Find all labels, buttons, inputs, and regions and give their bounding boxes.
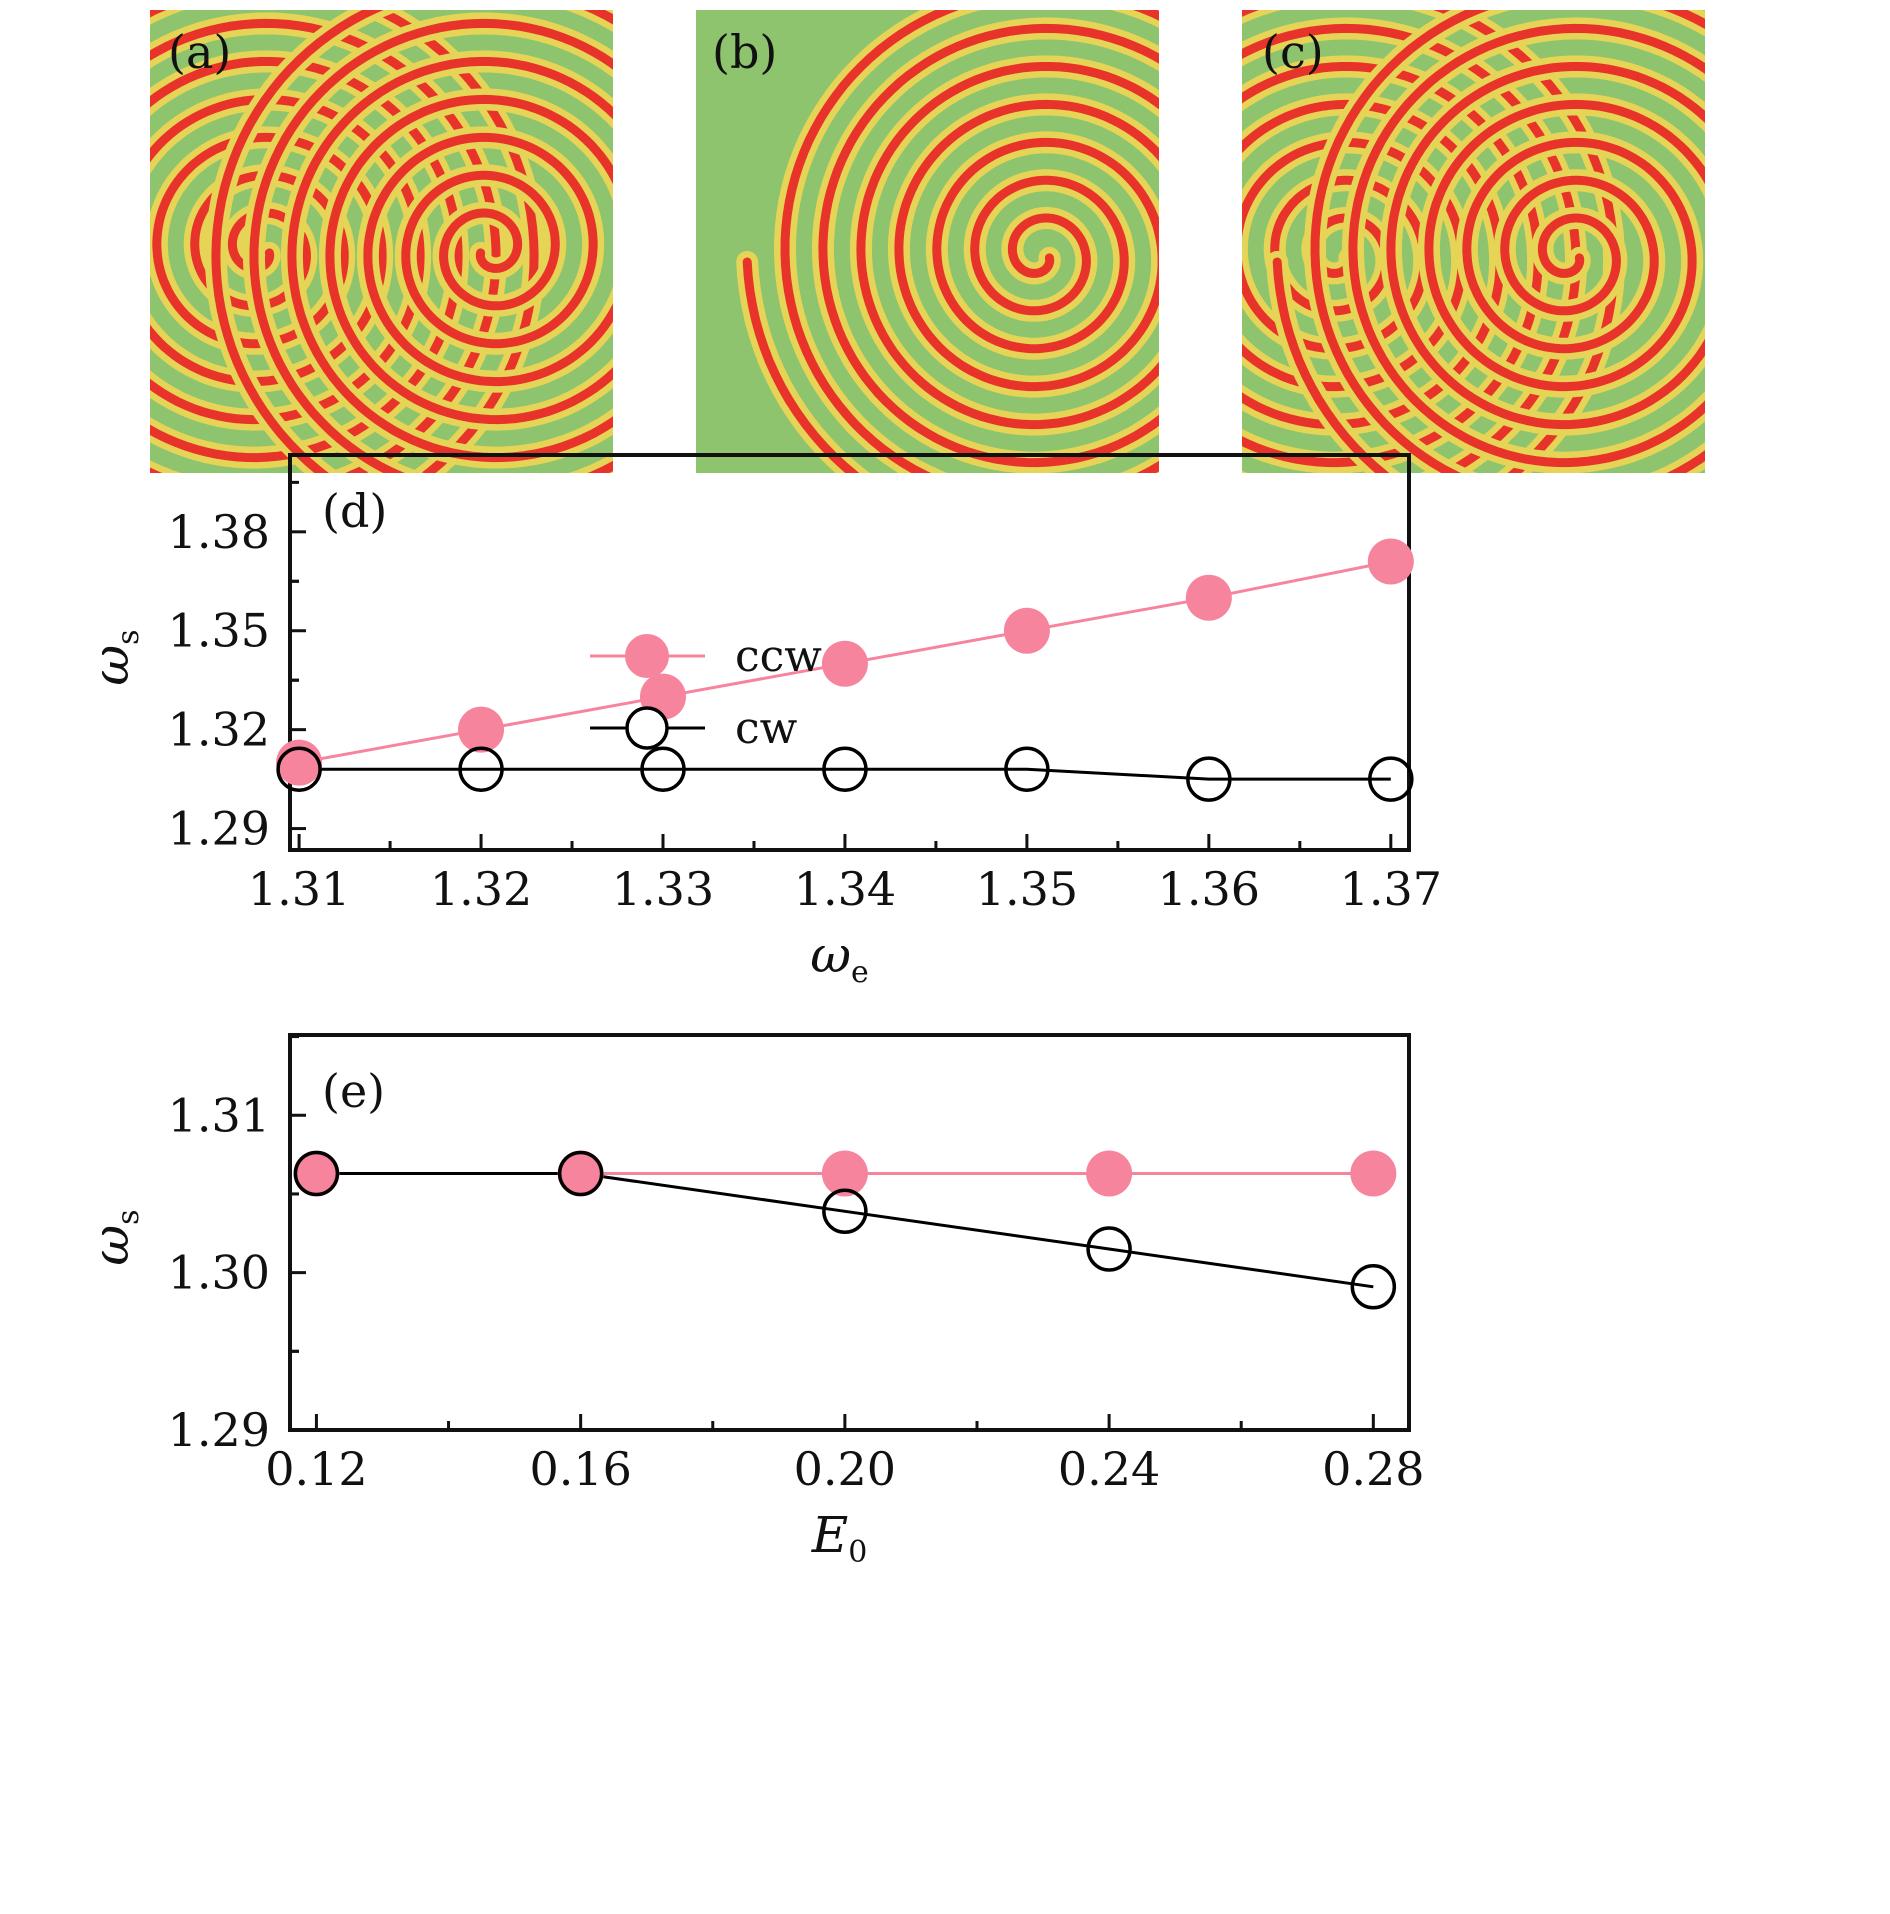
spiral-wave-1-0 bbox=[742, 10, 1159, 473]
panel-label: (e) bbox=[322, 1064, 385, 1118]
series-line-cw bbox=[316, 1172, 1374, 1289]
x-tick-label: 1.36 bbox=[1158, 862, 1260, 916]
point-cw bbox=[822, 746, 868, 792]
point-cw bbox=[293, 1150, 340, 1197]
x-tick-label: 1.37 bbox=[1340, 862, 1442, 916]
x-tick-label: 0.20 bbox=[794, 1442, 896, 1496]
x-tick-label: 0.16 bbox=[529, 1442, 631, 1496]
spiral-wave-0-1 bbox=[211, 10, 613, 473]
y-tick-label: 1.38 bbox=[168, 505, 270, 559]
point-cw bbox=[1186, 756, 1232, 802]
panel-label-c: (c) bbox=[1262, 25, 1324, 79]
x-tick-label: 1.33 bbox=[612, 862, 714, 916]
spiral-panel-c: (c) bbox=[1242, 10, 1705, 473]
y-axis-label-sub: s bbox=[111, 1209, 146, 1224]
panel-label: (d) bbox=[322, 484, 387, 538]
y-axis-label: ωs bbox=[82, 629, 146, 685]
y-axis-label-sub: s bbox=[111, 629, 146, 644]
x-tick-label: 0.12 bbox=[265, 1442, 367, 1496]
spiral-wave-2-1 bbox=[1272, 10, 1705, 473]
spiral-pattern-c bbox=[1242, 10, 1705, 473]
y-tick-label: 1.35 bbox=[168, 604, 270, 658]
point-ccw bbox=[458, 706, 505, 753]
spiral-pattern-b bbox=[736, 10, 1159, 473]
legend-marker-cw bbox=[625, 706, 669, 750]
x-axis-label-sub: 0 bbox=[848, 1535, 867, 1570]
point-cw bbox=[557, 1150, 604, 1197]
x-axis-label: ωe bbox=[810, 926, 869, 990]
spiral-panel-a: (a) bbox=[150, 10, 613, 473]
point-cw bbox=[822, 1188, 868, 1235]
x-tick-label: 1.31 bbox=[248, 862, 350, 916]
point-cw bbox=[640, 746, 686, 792]
spiral-panel-b: (b) bbox=[696, 10, 1159, 473]
chart-d: 1.31 1.32 1.33 1.34 1.35 1.36 1.37 1.29 1.32 1.35… bbox=[82, 453, 1442, 990]
y-tick-label: 1.31 bbox=[168, 1088, 270, 1142]
x-tick-label: 1.34 bbox=[794, 862, 896, 916]
point-ccw bbox=[1350, 1150, 1397, 1197]
point-cw bbox=[458, 746, 504, 792]
spiral-pattern-a bbox=[150, 10, 613, 473]
point-ccw bbox=[557, 1150, 604, 1197]
x-tick-label: 0.28 bbox=[1322, 1442, 1424, 1496]
panel-label-b: (b) bbox=[712, 25, 777, 79]
chart-e: 0.12 0.16 0.20 0.24 0.28 1.29 1.30 1.31 E0 ωs (e) bbox=[82, 1033, 1425, 1570]
point-cw bbox=[1350, 1264, 1397, 1310]
point-cw bbox=[1004, 746, 1050, 792]
x-axis-label-sub: e bbox=[851, 955, 869, 990]
point-ccw bbox=[1185, 574, 1232, 621]
point-ccw bbox=[821, 1150, 868, 1197]
panel-label-a: (a) bbox=[168, 25, 231, 79]
point-ccw bbox=[1003, 607, 1050, 654]
point-cw bbox=[1368, 756, 1414, 802]
x-axis-label: E0 bbox=[811, 1506, 868, 1570]
legend-label-ccw: ccw bbox=[735, 631, 822, 682]
point-ccw bbox=[1086, 1150, 1133, 1197]
x-tick-label: 0.24 bbox=[1058, 1442, 1160, 1496]
legend-marker-ccw bbox=[625, 634, 669, 678]
point-cw bbox=[1086, 1226, 1132, 1272]
plot-frame-0 bbox=[288, 453, 1411, 852]
point-ccw bbox=[1367, 538, 1414, 585]
y-tick-label: 1.29 bbox=[168, 1403, 270, 1457]
spiral-wave-0-0 bbox=[150, 10, 539, 473]
legend-label-cw: cw bbox=[735, 703, 798, 754]
y-tick-label: 1.29 bbox=[168, 802, 270, 856]
series-line-cw bbox=[299, 767, 1391, 781]
x-tick-label: 1.35 bbox=[976, 862, 1078, 916]
y-tick-label: 1.32 bbox=[168, 703, 270, 757]
x-tick-label: 1.32 bbox=[430, 862, 532, 916]
y-tick-label: 1.30 bbox=[168, 1246, 270, 1300]
point-ccw bbox=[293, 1150, 340, 1197]
point-ccw bbox=[821, 640, 868, 687]
point-cw bbox=[276, 746, 322, 792]
plot-frame-1 bbox=[288, 1033, 1411, 1432]
y-axis-label: ωs bbox=[82, 1209, 146, 1265]
